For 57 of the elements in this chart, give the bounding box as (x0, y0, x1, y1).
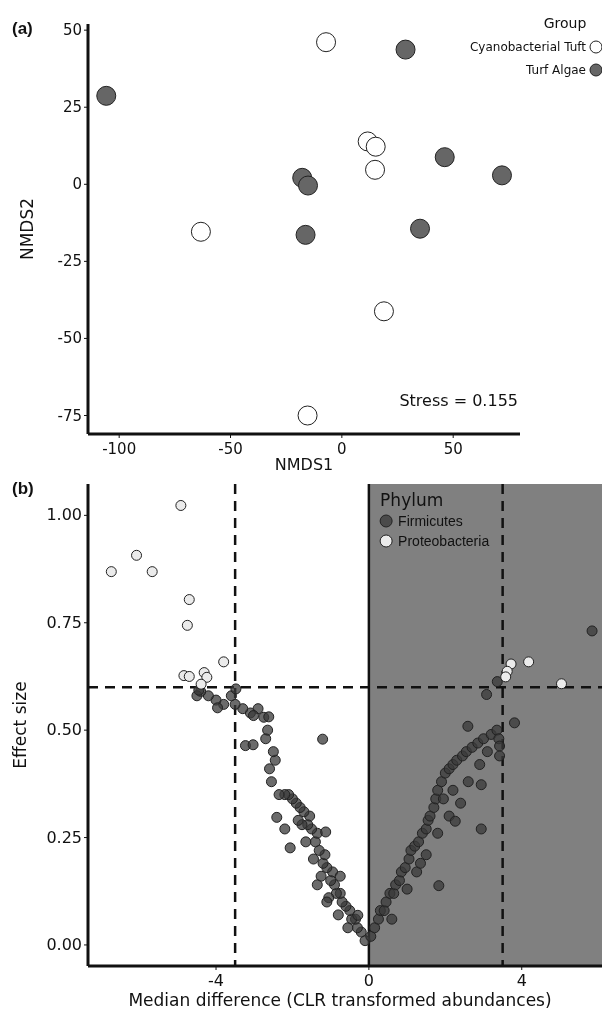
y-tick-label: 0.50 (46, 720, 82, 740)
point (500, 671, 512, 683)
legend-label: Firmicutes (398, 513, 463, 529)
point (491, 165, 512, 186)
point (555, 678, 567, 690)
y-tick-label: -75 (57, 406, 82, 425)
point (183, 594, 195, 606)
y-tick-label: 50 (62, 21, 82, 40)
point (373, 301, 394, 322)
x-axis-title: Median difference (CLR transformed abundances) (128, 990, 552, 1010)
y-tick-label: -25 (57, 252, 82, 271)
y-axis-title: Effect size (10, 681, 30, 769)
point (190, 221, 211, 242)
y-tick-label: 1.00 (46, 505, 82, 525)
y-tick-label: 0.75 (46, 612, 82, 632)
legend-label: Turf Algae (525, 63, 586, 77)
legend-title: Group (543, 15, 587, 31)
point (105, 566, 117, 578)
text: (b) (12, 479, 34, 498)
point (523, 656, 535, 668)
point (295, 224, 316, 245)
point (131, 549, 143, 561)
x-tick-label: -50 (218, 440, 243, 458)
point (146, 566, 158, 578)
point (297, 405, 318, 426)
annotation: Stress = 0.155 (399, 391, 518, 410)
x-axis-title: NMDS1 (274, 455, 334, 474)
y-tick-label: 25 (62, 98, 82, 117)
y-axis-title: NMDS2 (17, 197, 37, 261)
point (395, 39, 416, 60)
point (218, 656, 230, 668)
text: (a) (12, 19, 33, 38)
y-tick-label: -50 (57, 329, 82, 348)
x-tick-label: -4 (208, 971, 224, 990)
x-tick-label: -100 (102, 440, 137, 458)
point (201, 671, 213, 683)
y-tick-label: 0 (72, 175, 82, 194)
legend-label: Proteobacteria (398, 533, 490, 549)
legend-title: Phylum (380, 490, 444, 510)
point (183, 670, 195, 682)
x-tick-label: 4 (516, 971, 527, 990)
legend-label: Cyanobacterial Tuft (469, 40, 587, 54)
point (365, 136, 386, 157)
point (175, 499, 187, 511)
point (316, 32, 337, 53)
x-tick-label: 0 (363, 971, 374, 990)
point (195, 678, 207, 690)
point (410, 218, 431, 239)
y-tick-label: 0.00 (46, 934, 82, 954)
point (181, 619, 193, 631)
point (298, 175, 319, 196)
x-tick-label: 0 (337, 440, 347, 458)
point (96, 85, 117, 106)
point (365, 159, 386, 180)
y-tick-label: 0.25 (46, 827, 82, 847)
point (434, 147, 455, 168)
x-tick-label: 50 (443, 440, 463, 458)
